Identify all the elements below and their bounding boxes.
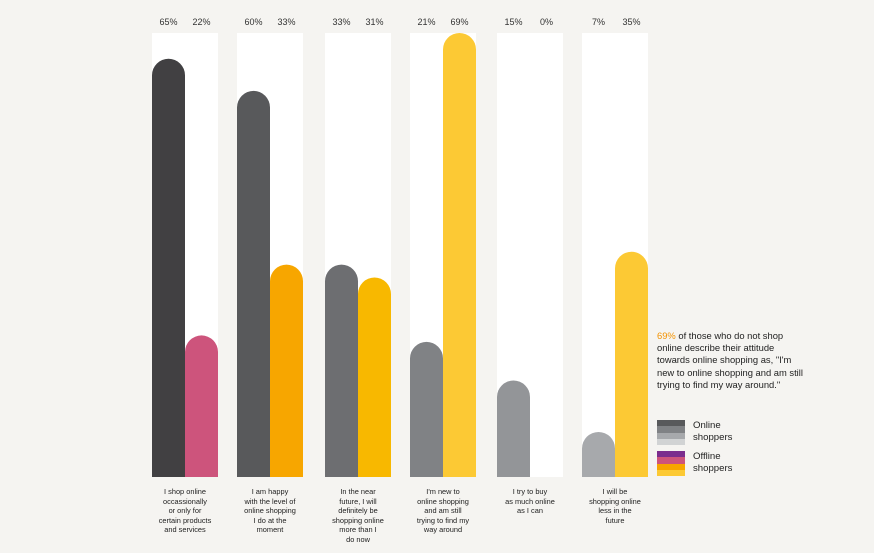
category-label: I'm new to online shopping and am still try… [403,487,483,535]
data-label: 21% [417,17,435,27]
legend-swatch-stripe [657,451,685,458]
legend-swatch-stripe [657,469,685,476]
category-label: I try to buy as much online as I can [490,487,570,516]
category-label-line: definitely be [338,506,378,516]
legend-swatch-stripe [657,457,685,464]
data-label: 33% [332,17,350,27]
legend-offline-swatch [657,451,685,476]
data-label: 69% [450,17,468,27]
category-label-line: with the level of [244,496,296,506]
category-label-line: I try to buy [512,487,548,496]
category-label-line: trying to find my [416,515,470,525]
legend-offline-line1: Offline [693,451,721,462]
category-label-line: certain products [158,515,212,525]
category-label: I am happy with the level of online shoppi… [230,487,310,535]
category-label-line: I will be [602,487,628,496]
category-label-line: In the near [340,487,376,496]
data-label: 7% [592,17,605,27]
offline-bar [270,264,303,477]
online-bar [497,380,530,477]
legend-swatch-stripe [657,432,685,439]
data-label: 22% [192,17,210,27]
category-label-line: online shopping [244,506,296,516]
legend-online-line1: Online [693,420,721,431]
data-label: 60% [244,17,262,27]
category-label-line: shopping online [332,515,384,525]
category-label: In the near future, I will definitely be sh… [318,487,398,545]
category-label-line: future, I will [339,496,377,506]
data-label: 35% [622,17,640,27]
category-label-line: as much online [505,496,555,506]
legend-swatch-stripe [657,420,685,427]
category-label-line: less in the [598,506,632,516]
category-label-line: occassionally [163,496,207,506]
legend-online-label: Online shoppers [693,420,753,443]
online-bar [152,58,185,477]
category-label: I shop online occassionally or only for cer… [145,487,225,535]
category-label-line: do now [346,534,370,544]
data-label: 33% [277,17,295,27]
legend-swatch-stripe [657,426,685,433]
category-label-line: I am happy [251,487,289,496]
category-label-line: I shop online [164,487,206,496]
category-label-line: shopping online [589,496,641,506]
category-label-line: future [605,515,625,525]
category-label-line: I'm new to [426,487,460,496]
legend-online: Online shoppers [657,420,753,445]
online-bar [582,431,615,477]
legend-online-swatch [657,420,685,445]
offline-bar [443,33,476,477]
category-label-line: moment [256,525,284,535]
legend-offline: Offline shoppers [657,451,753,476]
data-label: 31% [365,17,383,27]
online-bar [237,90,270,477]
category-label-line: or only for [168,506,202,516]
category-label-line: I do at the [253,515,287,525]
category-label: I will be shopping online less in the futur… [575,487,655,525]
legend-online-line2: shoppers [693,431,733,443]
online-bar [325,264,358,477]
data-label: 15% [504,17,522,27]
callout-highlight: 69% [657,330,676,341]
offline-bar [185,335,218,477]
offline-bar [615,251,648,477]
category-label-line: and services [164,525,206,535]
category-label-line: as I can [517,506,543,516]
category-label-line: and am still [424,506,462,516]
category-label-line: way around [423,525,463,535]
offline-bar [358,277,391,477]
callout-text: 69% of those who do not shop online desc… [657,330,807,391]
category-label-line: online shopping [417,496,469,506]
data-label: 65% [159,17,177,27]
legend-offline-label: Offline shoppers [693,451,753,474]
data-label: 0% [540,17,553,27]
callout-body: of those who do not shop online describe… [657,330,803,390]
category-label-line: more than I [339,525,377,535]
legend-swatch-stripe [657,438,685,445]
legend-swatch-stripe [657,463,685,470]
online-bar [410,341,443,477]
legend-offline-line2: shoppers [693,462,733,474]
